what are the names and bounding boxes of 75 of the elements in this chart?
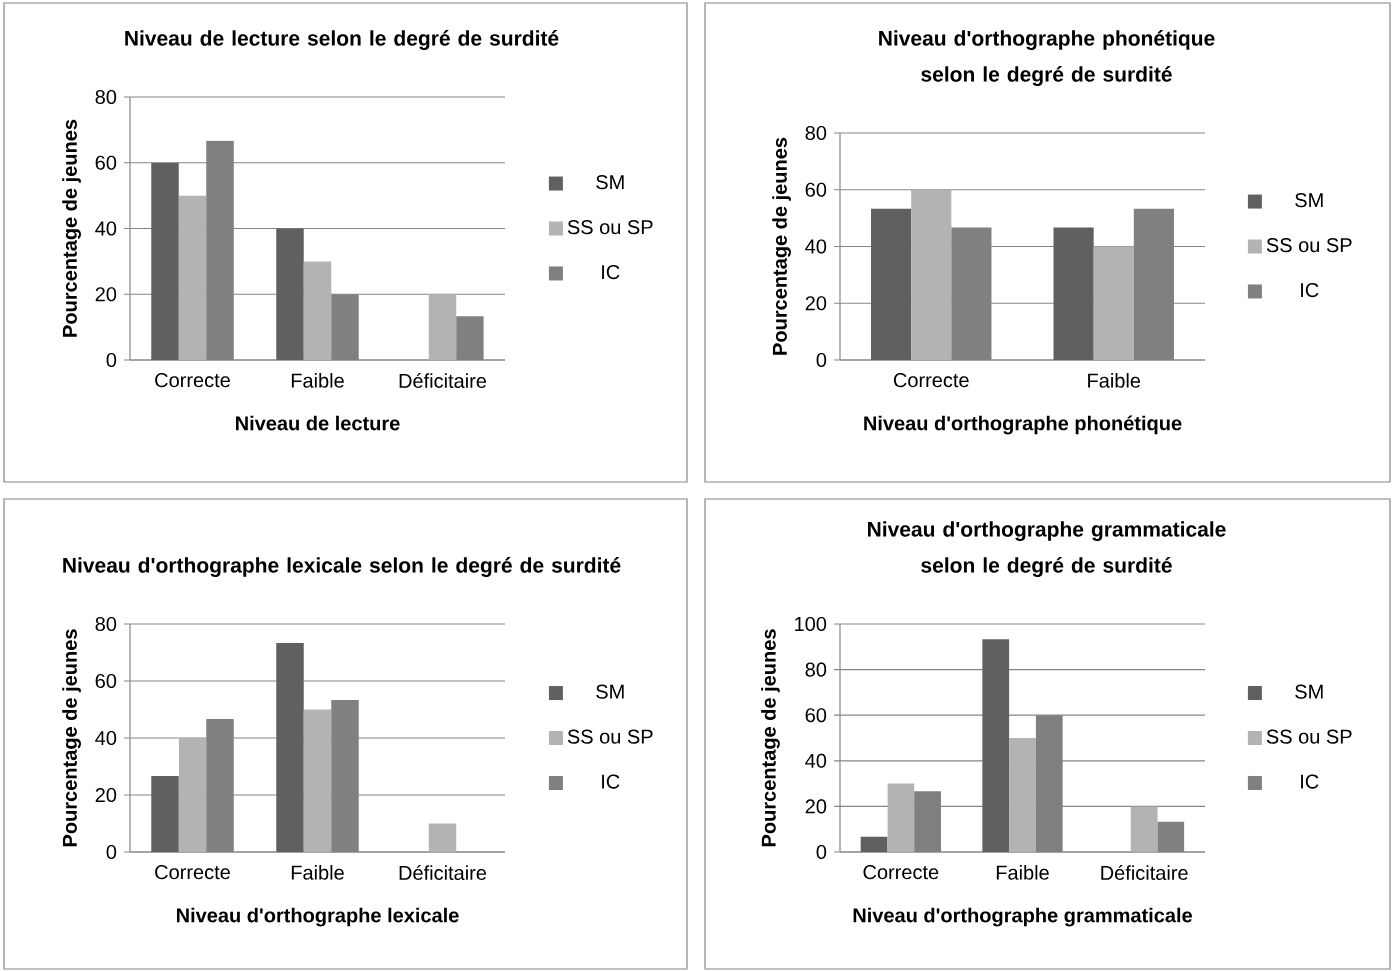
y-tick-label: 80 (95, 89, 117, 105)
bar (871, 208, 912, 360)
legend-label: IC (602, 774, 620, 789)
legend-label: IC (1301, 774, 1319, 789)
y-tick-label: 40 (95, 221, 117, 236)
bar (860, 836, 888, 852)
y-tick-label: 20 (805, 799, 827, 814)
bar (151, 775, 179, 852)
x-tick-label: Faible (1088, 373, 1141, 388)
y-tick-label: 0 (106, 844, 117, 860)
y-tick-label: 40 (805, 753, 827, 768)
y-tick-label: 20 (95, 787, 117, 803)
x-tick-label: Déficitaire (399, 865, 487, 880)
y-axis-title: Pourcentage de jeunes (62, 629, 81, 847)
bar (151, 162, 179, 360)
y-axis-title: Pourcentage de jeunes (761, 629, 780, 847)
y-tick-label: 60 (805, 182, 827, 197)
chart-title: Niveau d'orthographe lexicale selon le degré de surdité (63, 557, 621, 577)
bar (178, 738, 207, 852)
y-tick-label: 20 (95, 287, 117, 302)
y-tick-label: 60 (805, 708, 827, 723)
legend-label: SM (1295, 684, 1323, 699)
bar (911, 189, 952, 360)
bar (1009, 738, 1036, 852)
x-tick-label: Faible (996, 865, 1049, 880)
bar (303, 709, 332, 852)
chart-title: Niveau de lecture selon le degré de surdité (125, 30, 559, 50)
x-tick-label: Faible (291, 865, 344, 880)
y-axis-title: Pourcentage de jeunes (62, 119, 81, 337)
x-axis-title: Niveau d'orthographe phonétique (864, 415, 1182, 435)
legend-label: SM (596, 684, 624, 699)
x-tick-label: Correcte (893, 373, 969, 388)
bar (178, 195, 207, 360)
y-tick-label: 20 (805, 296, 827, 311)
y-tick-label: 0 (106, 352, 117, 368)
y-tick-label: 60 (95, 155, 117, 170)
legend-label: SM (596, 175, 624, 190)
y-tick-label: 80 (95, 616, 117, 632)
bar (428, 294, 457, 360)
bar (276, 228, 304, 360)
y-tick-label: 0 (816, 352, 827, 368)
y-tick-label: 40 (805, 239, 827, 254)
legend-label: SS ou SP (567, 729, 653, 744)
bar (982, 639, 1010, 852)
chart-title: Niveau d'orthographe grammaticale selon le degré de surdité (868, 521, 1226, 577)
bar (887, 783, 915, 852)
x-tick-label: Faible (291, 373, 344, 388)
x-tick-label: Correcte (155, 865, 230, 880)
y-tick-label: 80 (805, 125, 827, 141)
y-tick-label: 60 (95, 673, 117, 689)
x-tick-label: Déficitaire (399, 373, 487, 388)
x-tick-label: Déficitaire (1101, 865, 1188, 880)
y-tick-label: 80 (805, 662, 827, 677)
x-axis-title: Niveau de lecture (236, 415, 400, 431)
legend-label: SS ou SP (567, 220, 653, 235)
x-tick-label: Correcte (863, 865, 939, 880)
legend-label: SS ou SP (1266, 238, 1352, 253)
bar (303, 261, 332, 360)
x-axis-title: Niveau d'orthographe lexicale (176, 907, 459, 927)
bar (1053, 227, 1094, 360)
y-tick-label: 0 (816, 844, 827, 860)
x-tick-label: Correcte (155, 373, 230, 388)
y-axis-title: Pourcentage de jeunes (772, 137, 791, 355)
bar (1130, 806, 1158, 852)
legend-label: SS ou SP (1266, 729, 1352, 744)
chart-title: Niveau d'orthographe phonétique selon le degré de surdité (879, 30, 1215, 86)
y-tick-label: 40 (95, 730, 117, 746)
bar (1093, 246, 1134, 360)
y-tick-label: 100 (795, 616, 827, 632)
legend-label: SM (1295, 193, 1323, 208)
x-axis-title: Niveau d'orthographe grammaticale (853, 907, 1192, 927)
legend-label: IC (1301, 283, 1319, 298)
bar (276, 643, 304, 852)
legend-label: IC (602, 264, 620, 280)
bar (428, 823, 457, 852)
